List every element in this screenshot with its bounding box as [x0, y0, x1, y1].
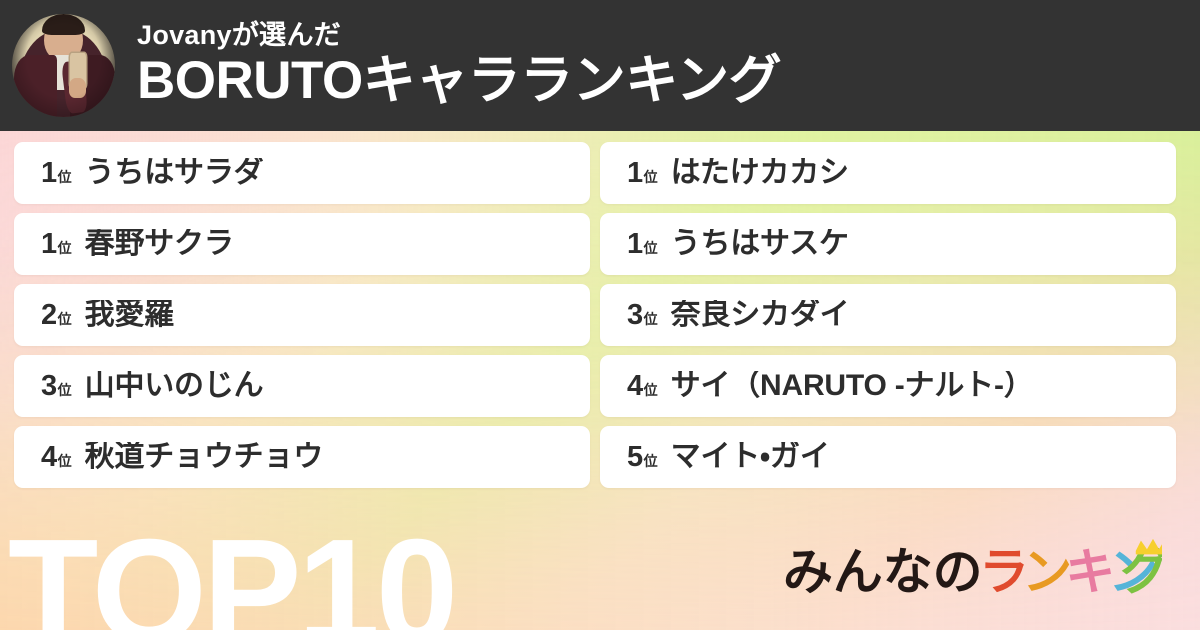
rank-number: 1 — [627, 227, 643, 260]
rank-number: 3 — [41, 369, 57, 402]
list-item-label: うちはサラダ — [84, 158, 264, 188]
ranking-column-right: 1 位 はたけカカシ 1 位 うちはサスケ 3 位 — [600, 142, 1176, 488]
rank-badge: 1 位 — [41, 227, 72, 260]
list-item-label: 春野サクラ — [84, 229, 234, 259]
rank-badge: 3 位 — [627, 298, 658, 331]
list-item-label: 秋道チョウチョウ — [84, 442, 324, 472]
list-item[interactable]: 1 位 春野サクラ — [14, 213, 590, 275]
rank-badge: 5 位 — [627, 440, 658, 473]
rank-suffix: 位 — [57, 239, 72, 256]
header-subtitle: Jovanyが選んだ — [137, 19, 342, 50]
content-area: 1 位 うちはサラダ 1 位 春野サクラ 2 位 — [0, 131, 1200, 630]
rank-badge: 3 位 — [41, 369, 72, 402]
rank-badge: 2 位 — [41, 298, 72, 331]
list-item-label: うちはサスケ — [670, 229, 849, 259]
list-item-label: 我愛羅 — [84, 300, 175, 330]
rank-number: 1 — [627, 156, 643, 189]
list-item-label: 奈良シカダイ — [670, 300, 850, 330]
rank-number: 2 — [41, 298, 57, 331]
brand-char-ra: ラ — [980, 543, 1030, 601]
brand-logo[interactable]: みんなの ラ ン キ . ン グ — [783, 532, 1162, 606]
rank-suffix: 位 — [57, 310, 72, 327]
avatar-hand — [68, 77, 87, 99]
rank-number: 1 — [41, 156, 57, 189]
list-item[interactable]: 5 位 マイト・ガイ — [600, 426, 1176, 488]
brand-text-black: みんなの — [783, 543, 983, 601]
list-item[interactable]: 4 位 サイ（NARUTO -ナルト-） — [600, 355, 1176, 417]
rank-suffix: 位 — [643, 168, 658, 185]
avatar-hair — [41, 14, 86, 35]
top10-label: TOP10 — [8, 509, 458, 630]
rank-badge: 1 位 — [627, 156, 658, 189]
list-item-label: サイ（NARUTO -ナルト-） — [670, 371, 1034, 401]
rank-suffix: 位 — [643, 381, 658, 398]
header-text-group: Jovanyが選んだ BORUTOキャラランキング — [137, 19, 782, 111]
rank-number: 3 — [627, 298, 643, 331]
avatar-vignette — [12, 14, 115, 117]
list-item[interactable]: 3 位 奈良シカダイ — [600, 284, 1176, 346]
rank-number: 4 — [41, 440, 57, 473]
rank-badge: 4 位 — [41, 440, 72, 473]
rank-suffix: 位 — [643, 452, 658, 469]
rank-badge: 4 位 — [627, 369, 658, 402]
list-item[interactable]: 1 位 うちはサスケ — [600, 213, 1176, 275]
avatar-jacket-left — [14, 55, 58, 117]
ranking-lists: 1 位 うちはサラダ 1 位 春野サクラ 2 位 — [14, 142, 1186, 488]
rank-suffix: 位 — [57, 452, 72, 469]
list-item-label: 山中いのじん — [84, 371, 264, 401]
rank-suffix: 位 — [57, 168, 72, 185]
rank-number: 4 — [627, 369, 643, 402]
rank-suffix: 位 — [643, 239, 658, 256]
list-item-label: はたけカカシ — [670, 158, 849, 188]
brand-char-n1: ン — [1023, 543, 1073, 601]
avatar — [12, 14, 115, 117]
brand-char-ki: キ — [1066, 543, 1116, 601]
rank-suffix: 位 — [57, 381, 72, 398]
list-item[interactable]: 2 位 我愛羅 — [14, 284, 590, 346]
rank-number: 5 — [627, 440, 643, 473]
rank-badge: 1 位 — [627, 227, 658, 260]
list-item[interactable]: 1 位 うちはサラダ — [14, 142, 590, 204]
list-item[interactable]: 3 位 山中いのじん — [14, 355, 590, 417]
ranking-column-left: 1 位 うちはサラダ 1 位 春野サクラ 2 位 — [14, 142, 590, 488]
header-bar: Jovanyが選んだ BORUTOキャラランキング — [0, 0, 1200, 131]
page-title: BORUTOキャラランキング — [137, 50, 782, 110]
crown-icon — [1136, 538, 1162, 555]
list-item-label: マイト・ガイ — [670, 442, 830, 472]
rank-badge: 1 位 — [41, 156, 72, 189]
rank-number: 1 — [41, 227, 57, 260]
list-item[interactable]: 1 位 はたけカカシ — [600, 142, 1176, 204]
list-item[interactable]: 4 位 秋道チョウチョウ — [14, 426, 590, 488]
rank-suffix: 位 — [643, 310, 658, 327]
